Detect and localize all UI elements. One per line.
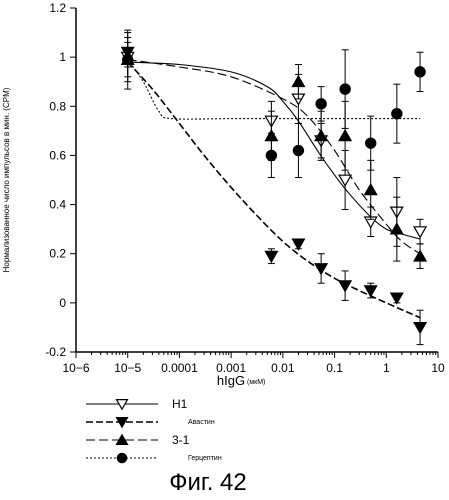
legend: H1 Авастин 3-1 Герцептин xyxy=(86,397,222,464)
data-point-marker xyxy=(363,182,378,196)
data-point-marker xyxy=(314,128,329,142)
y-tick-label: 0.4 xyxy=(49,198,66,212)
x-tick-label: 1 xyxy=(383,361,390,375)
data-point-marker xyxy=(115,417,129,429)
x-tick-label: 0.1 xyxy=(326,361,343,375)
legend-label: Герцептин xyxy=(188,455,222,462)
data-point-marker xyxy=(264,250,279,264)
data-point-marker xyxy=(122,53,134,66)
x-tick-label: 0.01 xyxy=(271,361,295,375)
y-tick-label: 0.8 xyxy=(49,99,66,113)
x-tick-label: 0.0001 xyxy=(161,361,198,375)
x-tick-label: 10−6 xyxy=(62,361,89,375)
data-point-marker xyxy=(291,74,306,88)
y-tick-label: 1.2 xyxy=(49,1,66,15)
y-tick-label: 0.2 xyxy=(49,247,66,261)
data-point-marker xyxy=(265,149,278,162)
y-tick-label: 0 xyxy=(59,296,66,310)
data-point-marker xyxy=(115,399,129,411)
data-point-marker xyxy=(339,83,351,95)
series-curve xyxy=(127,59,421,120)
data-point-marker xyxy=(338,128,353,142)
data-point-marker xyxy=(413,322,428,335)
data-point-marker xyxy=(413,249,428,262)
legend-label: H1 xyxy=(172,397,188,411)
x-axis-unit: (мкМ) xyxy=(247,379,265,386)
data-point-marker xyxy=(391,107,403,120)
data-point-marker xyxy=(291,238,306,251)
data-point-marker xyxy=(338,174,353,187)
legend-label: Авастин xyxy=(188,419,215,426)
x-axis-label: hIgG xyxy=(217,373,245,388)
legend-label: 3-1 xyxy=(172,433,190,447)
axes xyxy=(75,8,438,353)
x-tick-label: 10 xyxy=(431,361,445,375)
data-point-marker xyxy=(414,66,426,78)
x-tick-label: 0.001 xyxy=(216,361,246,375)
data-point-marker xyxy=(314,263,329,276)
y-tick-label: -0.2 xyxy=(45,345,66,359)
y-tick-label: 0.6 xyxy=(49,148,66,162)
data-point-marker xyxy=(315,98,327,110)
data-point-marker xyxy=(338,280,353,293)
data-point-marker xyxy=(413,226,428,239)
data-point-marker xyxy=(292,144,305,157)
tick-layer: 10−6 10−5 0.0001 0.001 0.01 0.1 1 10 -0.2 0 0.2 0.4… xyxy=(45,1,445,375)
data-point-marker xyxy=(365,137,377,149)
x-tick-label: 10−5 xyxy=(114,361,141,375)
data-point-marker xyxy=(389,292,404,305)
y-tick-label: 1 xyxy=(59,50,66,64)
series-curve xyxy=(127,61,421,240)
data-point-marker xyxy=(363,285,378,298)
curve-layer xyxy=(127,59,421,319)
data-point-marker xyxy=(116,452,128,464)
figure-caption: Фиг. 42 xyxy=(169,469,247,496)
y-axis-label: Нормализованное число импульсов в мин. (… xyxy=(2,87,11,272)
data-point-marker xyxy=(115,433,129,445)
marker-layer xyxy=(120,29,428,346)
series-curve xyxy=(127,61,421,319)
data-point-marker xyxy=(389,222,404,235)
